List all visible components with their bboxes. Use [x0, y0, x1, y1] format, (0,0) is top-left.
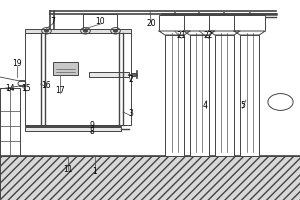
Text: 21: 21 — [177, 31, 186, 40]
Text: 14: 14 — [5, 84, 14, 93]
Bar — [52, 62, 78, 75]
Circle shape — [114, 30, 117, 32]
Text: 8: 8 — [89, 127, 94, 136]
Bar — [240, 35, 259, 156]
Bar — [82, 14, 117, 29]
Text: 2: 2 — [128, 75, 133, 84]
Text: 9: 9 — [89, 121, 94, 130]
Polygon shape — [209, 31, 240, 35]
Polygon shape — [234, 31, 265, 35]
Text: 19: 19 — [13, 60, 22, 68]
Text: 20: 20 — [147, 19, 156, 27]
Bar — [234, 15, 265, 31]
Text: 5: 5 — [240, 102, 245, 110]
Bar — [25, 127, 121, 131]
Text: 4: 4 — [203, 102, 208, 110]
Bar — [25, 33, 130, 125]
Bar — [130, 73, 136, 76]
Bar — [25, 29, 130, 33]
Bar — [0, 156, 300, 200]
Polygon shape — [159, 31, 190, 35]
Circle shape — [84, 30, 87, 32]
Text: 7: 7 — [50, 17, 55, 25]
Bar — [159, 15, 190, 31]
Bar — [215, 35, 234, 156]
Text: 3: 3 — [128, 108, 133, 117]
Bar — [190, 35, 209, 156]
Text: 11: 11 — [63, 164, 72, 173]
Bar — [25, 125, 121, 126]
Bar — [165, 35, 184, 156]
Bar — [88, 72, 129, 77]
Circle shape — [45, 30, 48, 32]
Bar — [209, 15, 240, 31]
Text: 15: 15 — [22, 84, 31, 93]
Polygon shape — [184, 31, 215, 35]
Text: 22: 22 — [204, 31, 213, 40]
Text: 16: 16 — [42, 81, 51, 90]
Text: 10: 10 — [96, 17, 105, 25]
Bar — [184, 15, 215, 31]
Text: 17: 17 — [55, 86, 65, 95]
Bar — [0, 88, 20, 156]
Text: 1: 1 — [92, 166, 97, 176]
